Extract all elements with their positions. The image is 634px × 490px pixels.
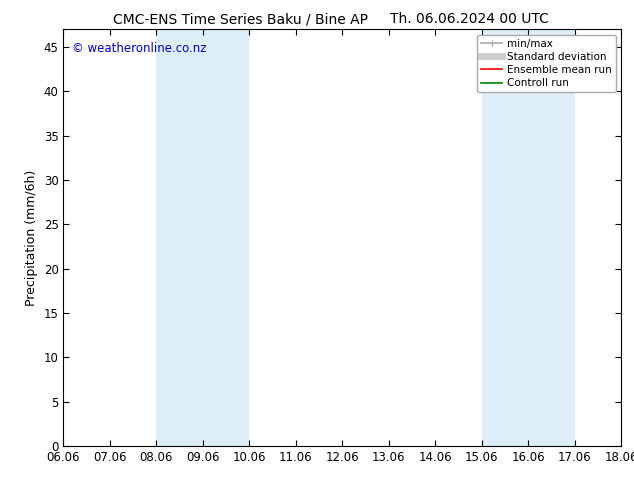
- Text: © weatheronline.co.nz: © weatheronline.co.nz: [72, 42, 206, 55]
- Y-axis label: Precipitation (mm/6h): Precipitation (mm/6h): [25, 170, 38, 306]
- Bar: [482, 29, 575, 446]
- Legend: min/max, Standard deviation, Ensemble mean run, Controll run: min/max, Standard deviation, Ensemble me…: [477, 35, 616, 92]
- Bar: [157, 29, 249, 446]
- Text: CMC-ENS Time Series Baku / Bine AP: CMC-ENS Time Series Baku / Bine AP: [113, 12, 368, 26]
- Text: Th. 06.06.2024 00 UTC: Th. 06.06.2024 00 UTC: [390, 12, 548, 26]
